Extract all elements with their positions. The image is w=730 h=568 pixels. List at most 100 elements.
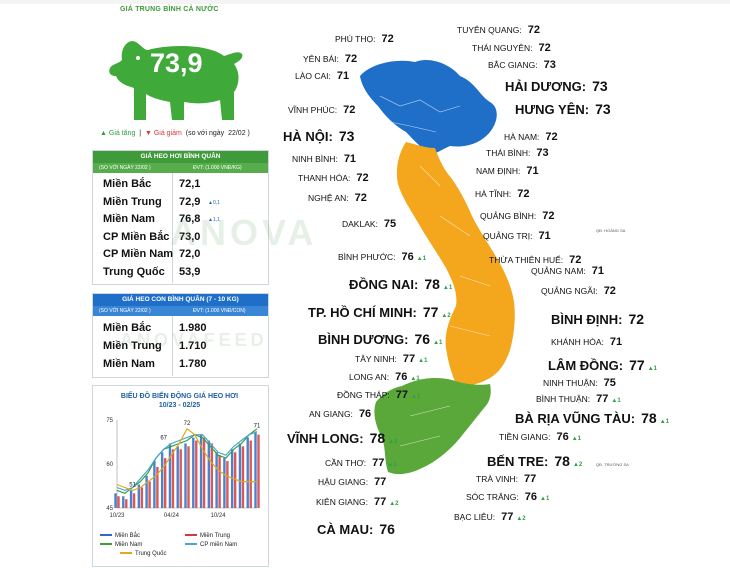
bar-mien-trung — [148, 481, 151, 508]
province-price: 73 — [595, 101, 611, 117]
chart-legend-item: Miền Nam — [100, 542, 142, 548]
watermark: ANOVA — [170, 212, 318, 253]
province-price: 76 — [401, 251, 414, 263]
province-name: NAM ĐỊNH: — [476, 166, 521, 176]
price-value: 72,1 — [179, 178, 201, 190]
province-price: 72 — [517, 188, 530, 200]
chart-legend-item: Miền Trung — [185, 533, 230, 539]
bar-mien-trung — [241, 446, 245, 508]
bar-mien-bac — [160, 452, 164, 508]
province-name: BÀ RỊA VŨNG TÀU: — [515, 411, 636, 426]
live-pig-price-table: GIÁ HEO HƠI BÌNH QUÂN (SO VỚI NGÀY 22/02… — [92, 150, 269, 285]
table-row: Miền Bắc 72,1 — [93, 176, 268, 193]
province-label: ĐỒNG NAI: 78 ▲1 — [349, 276, 452, 292]
province-price: 77 — [374, 476, 387, 488]
province-label: NGHỆ AN: 72 — [308, 192, 367, 204]
bar-mien-bac — [184, 443, 187, 508]
province-change: ▲1 — [540, 496, 550, 502]
province-label: THỪA THIÊN HUẾ: 72 — [489, 254, 581, 266]
data-label: 67 — [160, 435, 167, 441]
province-name: TP. HỒ CHÍ MINH: — [308, 305, 417, 320]
province-name: THANH HÓA: — [298, 173, 351, 183]
unit-label: ĐVT: (1.000 VNĐ/CON) — [193, 308, 246, 314]
north-region — [360, 59, 497, 154]
province-label: VĨNH LONG: 78 ▲2 — [287, 430, 397, 446]
price-change: ▲0,1 — [208, 199, 220, 206]
province-price: 77 — [372, 457, 385, 469]
province-name: LÂM ĐỒNG: — [548, 358, 624, 373]
x-tick-label: 04/24 — [164, 513, 180, 519]
province-label: VĨNH PHÚC: 72 — [288, 104, 355, 116]
province-change: ▲1 — [647, 366, 657, 372]
series-line-1 — [116, 431, 258, 492]
bar-mien-trung — [226, 461, 229, 508]
region-label: Miền Trung — [103, 340, 162, 352]
bar-mien-trung — [156, 466, 159, 508]
bar-mien-bac — [176, 446, 179, 508]
province-label: HÀ NỘI: 73 — [283, 128, 354, 144]
province-name: QUẢNG BÌNH: — [480, 211, 537, 221]
province-name: BÌNH THUẬN: — [536, 394, 591, 404]
province-name: NINH THUẬN: — [543, 378, 598, 388]
province-price: 71 — [336, 70, 350, 82]
province-name: LONG AN: — [349, 372, 390, 382]
bar-mien-bac — [223, 458, 226, 508]
divider — [172, 173, 173, 283]
price-up-legend: ▲ Giá tăng — [100, 130, 136, 137]
province-label: KIÊN GIANG: 77 ▲2 — [316, 496, 399, 508]
province-name: BÌNH ĐỊNH: — [551, 312, 623, 327]
province-name: HÀ NAM: — [504, 132, 540, 142]
province-label: PHÚ THỌ: 72 — [335, 33, 394, 45]
bar-mien-bac — [122, 496, 125, 508]
province-change: ▲1 — [571, 436, 582, 442]
unit-label: ĐVT: (1.000 VNĐ/KG) — [193, 165, 242, 171]
legend-label: Trung Quốc — [135, 551, 167, 557]
province-name: SÓC TRĂNG: — [466, 492, 519, 502]
province-price: 76 — [395, 371, 408, 383]
data-label: 51 — [129, 482, 136, 488]
legend-label: Miền Bắc — [115, 533, 141, 539]
price-down-legend: ▼ Giá giảm — [144, 130, 182, 137]
chart-legend-item: Miền Bắc — [100, 533, 140, 539]
price-value: 53,9 — [179, 265, 201, 278]
province-name: BẮC GIANG: — [488, 60, 538, 70]
province-name: TIỀN GIANG: — [499, 432, 551, 442]
province-price: 75 — [383, 218, 397, 230]
province-label: BẮC GIANG: 73 — [488, 59, 556, 71]
province-label: LONG AN: 76 ▲1 — [349, 371, 420, 383]
province-name: VĨNH PHÚC: — [288, 105, 338, 115]
chart-title-text: BIỂU ĐỒ BIẾN ĐỘNG GIÁ HEO HƠI — [120, 393, 239, 400]
bar-mien-bac — [238, 443, 242, 508]
series-line-0 — [116, 428, 258, 494]
data-label: 72 — [184, 421, 191, 427]
province-price: 72 — [381, 33, 394, 45]
region-label: Miền Trung — [103, 195, 162, 208]
province-price: 71 — [343, 153, 357, 165]
province-price: 72 — [344, 53, 358, 65]
province-label: DAKLAK: 75 — [342, 218, 396, 230]
province-price: 78 — [641, 410, 657, 426]
bar-mien-trung — [125, 499, 128, 508]
bar-mien-trung — [163, 458, 167, 508]
legend-label: Miền Nam — [115, 542, 143, 548]
province-price: 71 — [526, 165, 539, 177]
province-name: TÂY NINH: — [355, 354, 397, 364]
province-label: CẦN THƠ: 77 ▲1 — [325, 457, 397, 469]
bar-mien-trung — [140, 487, 144, 508]
hoang-sa-label: QĐ. HOÀNG SA — [596, 228, 626, 233]
province-price: 72 — [628, 311, 645, 327]
bar-mien-bac — [114, 493, 117, 508]
legend-swatch — [100, 543, 112, 546]
bar-mien-trung — [202, 437, 206, 508]
province-label: AN GIANG: 76 — [309, 408, 371, 420]
province-price: 72 — [354, 192, 367, 204]
table-row: Miền Bắc 1.980 — [93, 320, 268, 337]
province-label: NINH BÌNH: 71 — [292, 153, 356, 165]
province-name: PHÚ THỌ: — [335, 34, 376, 44]
province-label: QUẢNG BÌNH: 72 — [480, 210, 554, 222]
province-label: TIỀN GIANG: 76 ▲1 — [499, 431, 581, 443]
province-name: BẾN TRE: — [487, 454, 549, 469]
legend: ▲ Giá tăng | ▼ Giá giảm (so với ngày 22/… — [100, 130, 250, 137]
province-price: 77 — [501, 511, 514, 523]
